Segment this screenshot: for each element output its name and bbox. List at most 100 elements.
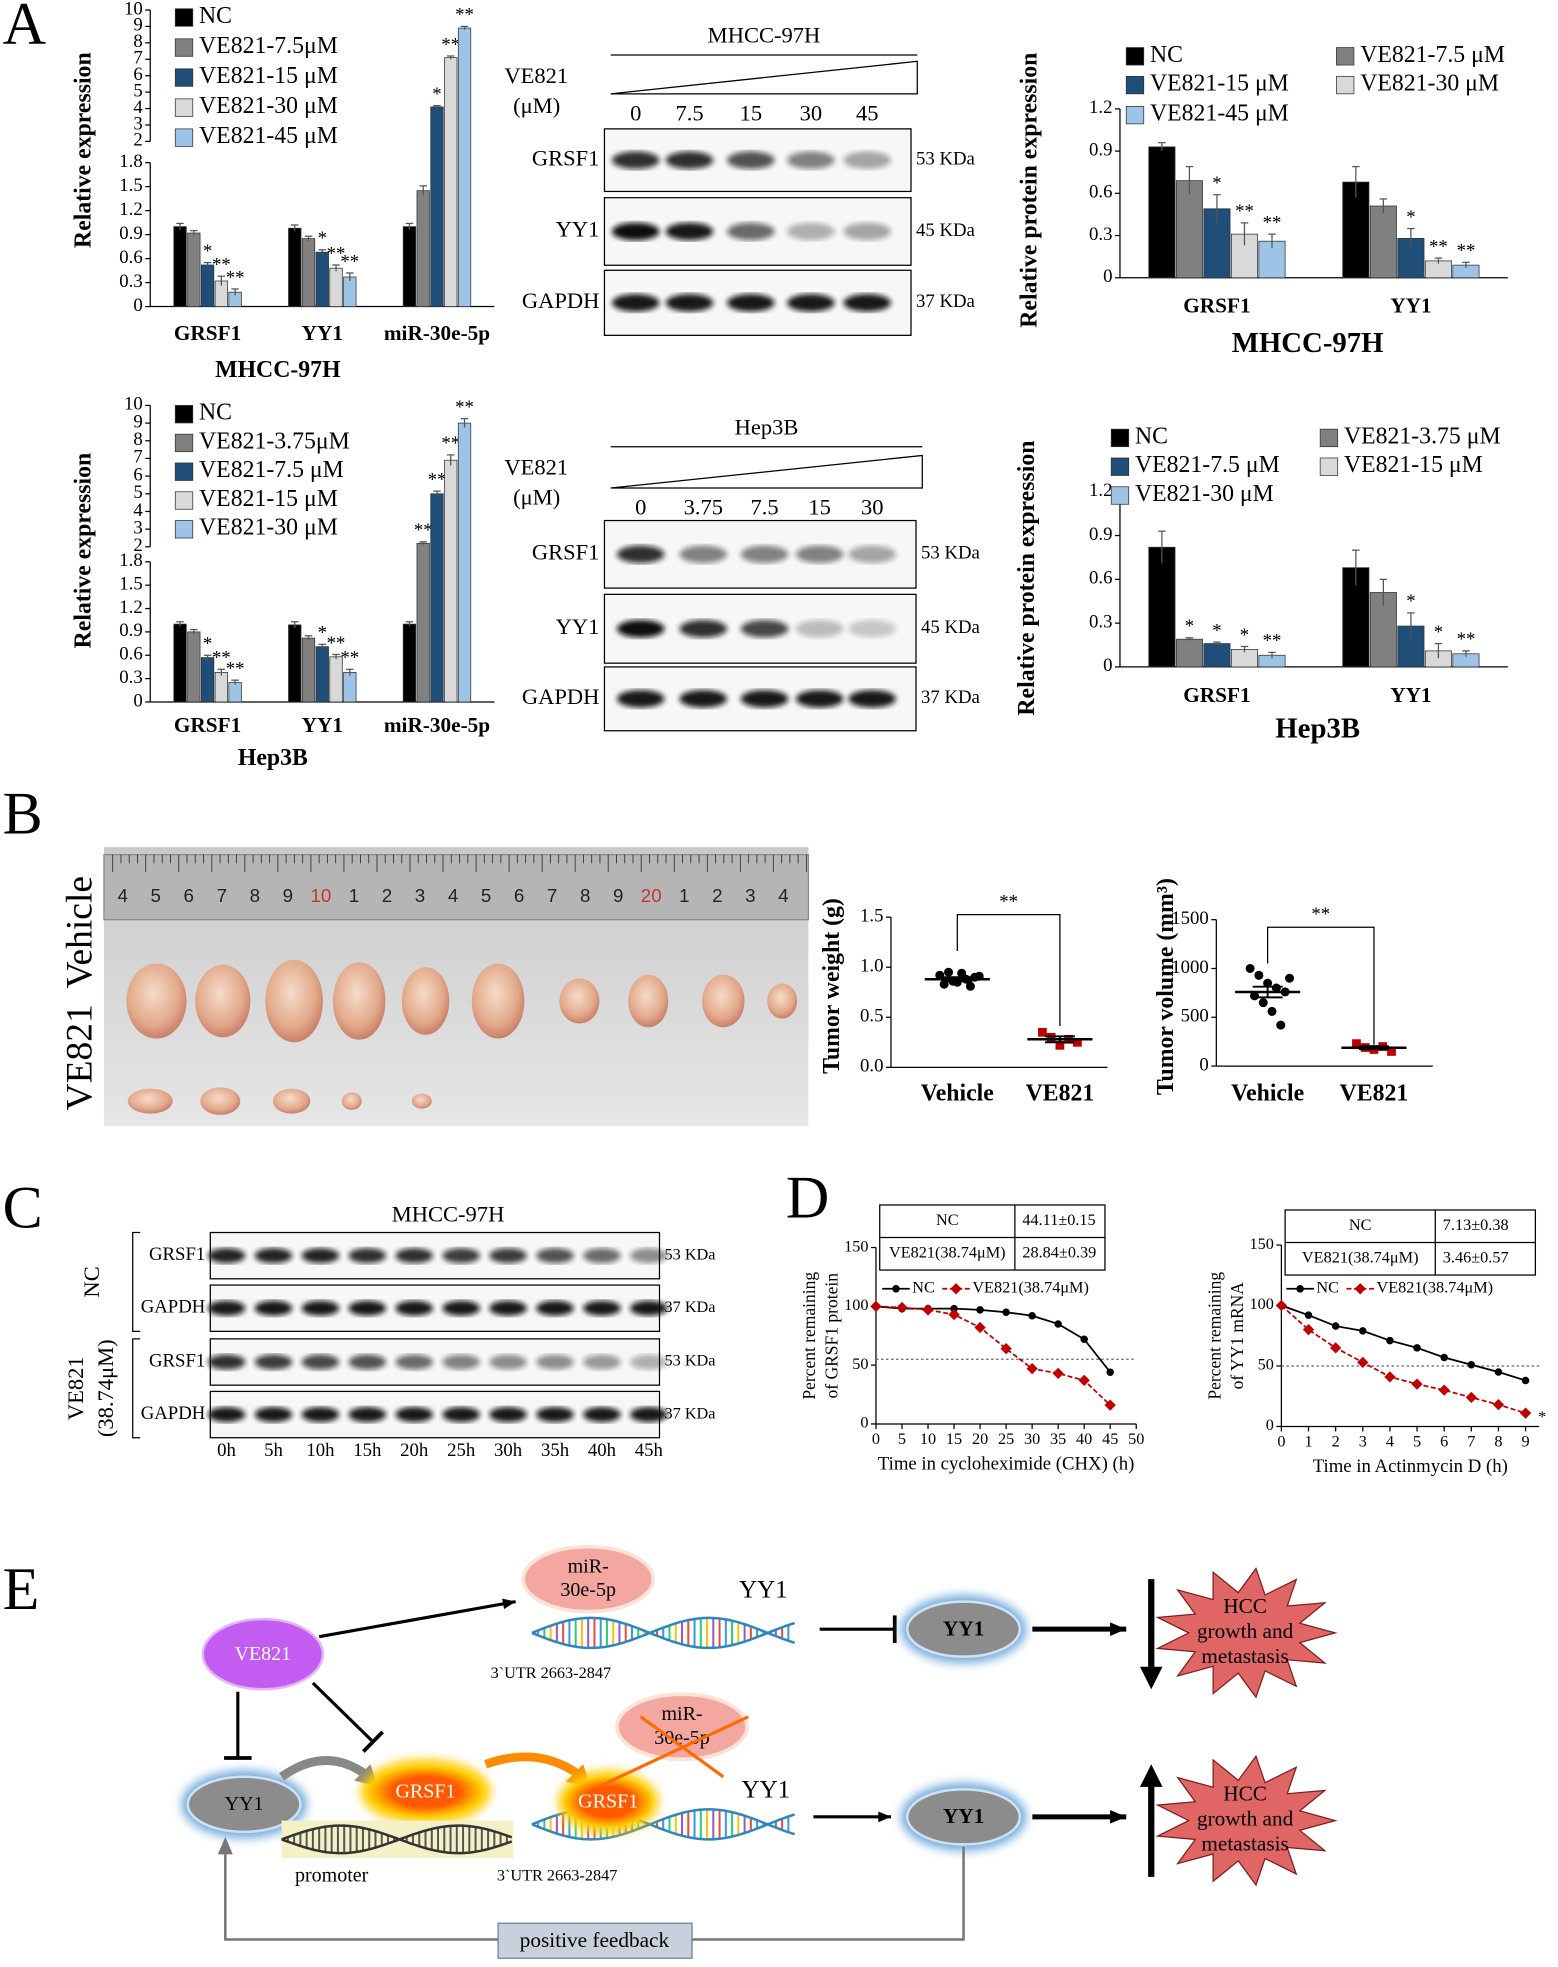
data-point <box>1038 1027 1047 1037</box>
bar <box>1148 546 1176 668</box>
significance-bracket <box>956 914 1061 1027</box>
legend-label: VE821-7.5 μM <box>199 457 344 483</box>
x-tick-label: 7 <box>1467 1432 1475 1450</box>
y-tick-label: 0 <box>133 690 142 711</box>
legend-label: VE821-15 μM <box>199 63 338 89</box>
data-point <box>1106 1368 1114 1376</box>
panel-letter: D <box>786 1164 829 1231</box>
blot-band <box>740 690 789 708</box>
y-tick-label: 3 <box>133 517 142 538</box>
y-tick-label: 0.6 <box>1089 568 1112 589</box>
y-tick-label: 0.6 <box>1089 182 1112 203</box>
y-tick-label: 0.9 <box>1089 139 1112 160</box>
table-cell: NC <box>936 1211 959 1229</box>
blot-band <box>583 1300 621 1316</box>
gray-arrow <box>279 1756 369 1781</box>
legend-label: VE821-30 μM <box>1360 71 1499 97</box>
y-tick-label: 100 <box>844 1296 868 1314</box>
ruler-number: 9 <box>283 885 293 906</box>
blot-band <box>848 690 896 708</box>
blot-band <box>536 1354 574 1370</box>
data-point <box>1331 1322 1340 1330</box>
x-tick-label: miR-30e-5p <box>384 713 490 737</box>
data-point <box>896 1301 908 1314</box>
bar <box>173 226 187 307</box>
blot-band <box>442 1300 480 1316</box>
blot-band <box>843 294 891 312</box>
significance: ** <box>327 633 346 654</box>
group-bracket <box>132 1338 141 1439</box>
blot-band <box>848 545 896 564</box>
legend-swatch <box>1110 428 1130 448</box>
data-point <box>965 981 975 991</box>
blot-band <box>489 1354 527 1370</box>
y-tick-label: 5 <box>133 482 142 503</box>
bar <box>315 646 329 703</box>
ruler-number: 8 <box>580 885 590 906</box>
y-axis-label: Percent remaining <box>799 1272 819 1400</box>
treatment-label: VE821 <box>504 454 568 479</box>
ruler-number: 9 <box>613 885 623 906</box>
legend-swatch <box>174 520 194 539</box>
y-tick-label: 1.2 <box>1089 480 1112 501</box>
ruler-number: 4 <box>448 885 458 906</box>
data-point <box>1078 1374 1090 1387</box>
data-point <box>1519 1407 1532 1419</box>
y-tick-label: 7 <box>133 447 142 468</box>
panel-letter: E <box>3 1555 40 1622</box>
y-tick-label: 10 <box>124 0 143 19</box>
tumor <box>341 1092 362 1110</box>
blot-band <box>611 294 660 312</box>
ruler <box>103 853 810 921</box>
legend-label: VE821-45 μM <box>199 123 338 149</box>
x-tick-label: 45 <box>1102 1430 1118 1448</box>
series-line <box>1281 1304 1526 1382</box>
data-point <box>1411 1378 1423 1390</box>
x-axis-label: Hep3B <box>238 745 308 771</box>
mirna-label: miR- <box>661 1703 702 1725</box>
legend-swatch <box>1336 47 1355 66</box>
bar <box>1342 181 1370 279</box>
time-label: 45h <box>635 1440 664 1461</box>
significance: * <box>318 623 327 644</box>
y-tick-label: 0.0 <box>860 1056 883 1077</box>
blot-band <box>679 545 728 564</box>
blot-band <box>727 222 775 241</box>
x-tick-label: YY1 <box>302 321 343 345</box>
size-label: 37 KDa <box>921 687 981 708</box>
x-tick-label: YY1 <box>1390 294 1431 318</box>
protein-label: YY1 <box>556 614 600 639</box>
blot-band <box>348 1300 387 1316</box>
legend-swatch <box>1319 457 1339 476</box>
legend-label: VE821-45 μM <box>1150 101 1289 127</box>
promoter-label: promoter <box>295 1865 369 1887</box>
time-label: 20h <box>400 1440 429 1461</box>
data-point <box>1026 1363 1038 1375</box>
blot-band <box>254 1354 293 1370</box>
node-mirna <box>521 1544 656 1614</box>
lane-label: 30 <box>861 494 884 519</box>
y-tick-label: 9 <box>133 411 142 432</box>
data-point <box>1254 970 1264 980</box>
legend-label: VE821-7.5μM <box>199 33 338 59</box>
y-axis-label: of GRSF1 protein <box>821 1273 841 1399</box>
y-tick-label: 9 <box>133 15 142 36</box>
x-tick-label: 2 <box>1332 1432 1340 1450</box>
tumor <box>332 962 386 1040</box>
table-cell: VE821(38.74μM) <box>1302 1249 1419 1267</box>
blot-band <box>395 1354 434 1370</box>
x-axis-label: Time in Actinmycin D (h) <box>1313 1456 1508 1477</box>
x-tick-label: 4 <box>1386 1432 1394 1450</box>
blot-band <box>787 222 835 241</box>
bar <box>444 459 458 703</box>
y-tick-label: 0 <box>1199 1054 1208 1075</box>
arrow-head <box>502 1598 516 1610</box>
data-point <box>1386 1336 1394 1345</box>
block-cross <box>639 1715 725 1779</box>
helix-strand <box>531 1616 796 1650</box>
x-axis-label: Hep3B <box>1275 712 1360 744</box>
significance: * <box>1212 620 1221 641</box>
time-label: 35h <box>541 1440 570 1461</box>
blot-band <box>254 1300 293 1316</box>
data-point <box>1073 1037 1082 1047</box>
